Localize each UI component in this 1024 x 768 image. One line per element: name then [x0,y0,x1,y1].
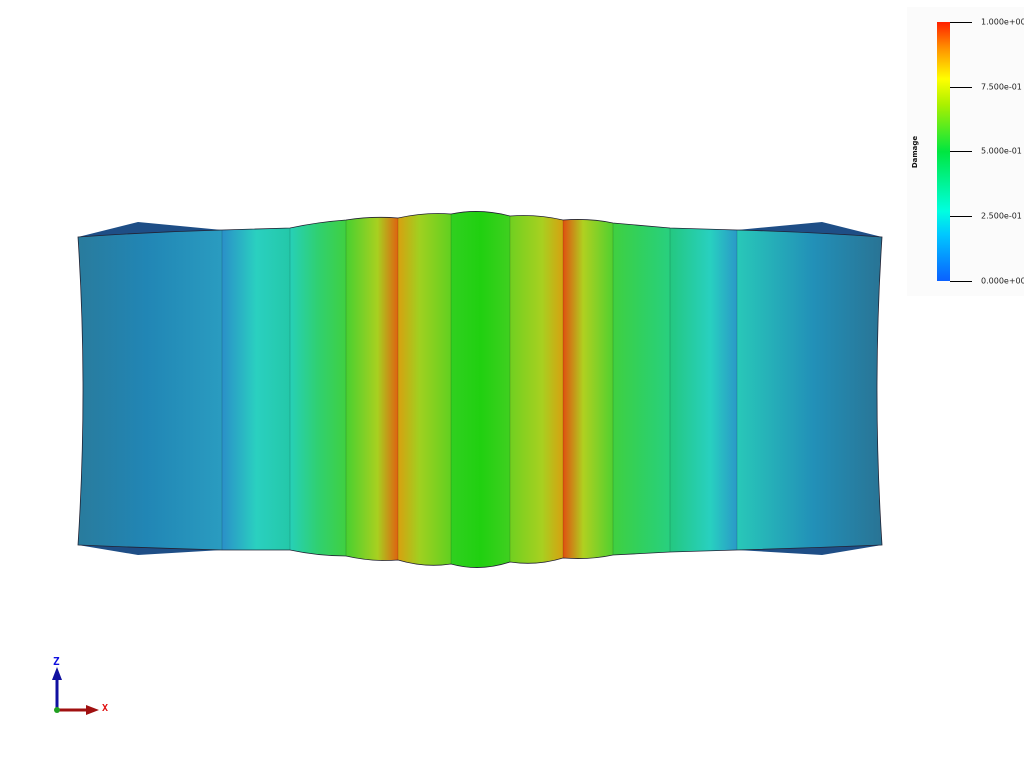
surface-outline [77,211,883,568]
surface-band [670,211,738,568]
surface-band [346,211,399,568]
z-arrow-head [52,667,62,680]
legend-tick [950,216,972,217]
legend-tick-label: 7.500e-01 [981,82,1022,92]
axes-origin [54,707,60,713]
orientation-axes [52,667,99,715]
damage-surface [78,211,882,568]
x-arrow-head [86,705,99,715]
legend-tick [950,87,972,88]
legend-tick-label: 5.000e-01 [981,146,1022,156]
legend-tick-label: 2.500e-01 [981,211,1022,221]
surface-band [398,211,452,568]
surface-band [222,211,291,568]
surface-band [451,211,511,568]
legend-tick-label: 1.000e+00 [981,17,1024,27]
color-legend[interactable]: Damage 1.000e+00 7.500e-01 5.000e-01 2.5… [907,7,1024,296]
colorbar [937,22,950,281]
legend-tick [950,22,972,23]
legend-title: Damage [911,135,919,169]
surface-band [737,211,882,568]
legend-tick [950,281,972,282]
x-axis-label: X [102,703,109,714]
wing-tips [78,222,882,555]
z-axis-label: Z [53,655,60,668]
surface-band [290,211,347,568]
surface-band [563,211,614,568]
surface-band [78,211,223,568]
surface-band [613,211,671,568]
surface-band [510,211,564,568]
legend-tick [950,151,972,152]
legend-tick-label: 0.000e+00 [981,276,1024,286]
